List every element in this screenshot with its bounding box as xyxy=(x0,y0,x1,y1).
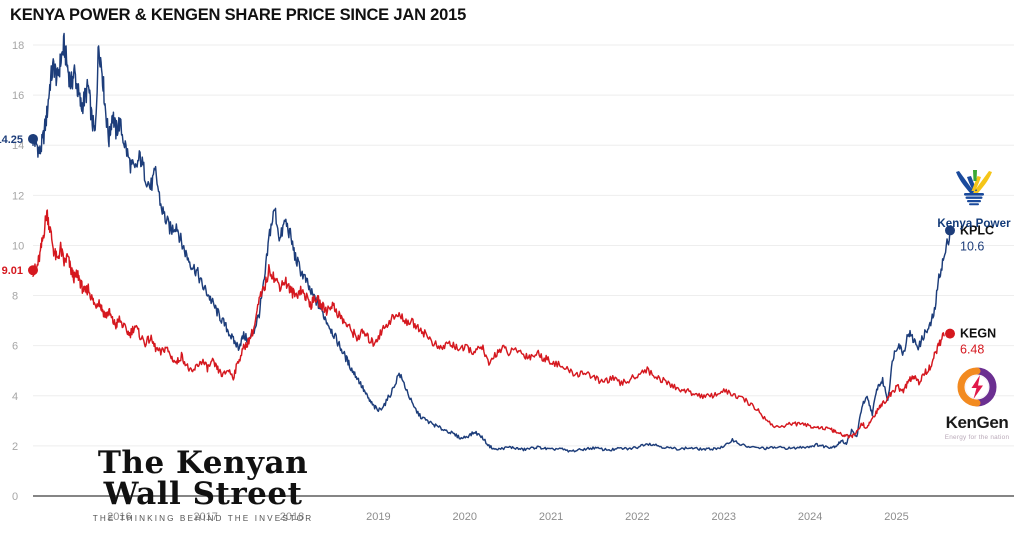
kegn-end-name-label: KEGN xyxy=(960,327,996,341)
kengen-logo-label: KenGen xyxy=(945,413,1009,432)
x-axis-tick-label: 2024 xyxy=(798,511,822,523)
y-axis-tick-label: 8 xyxy=(12,291,18,303)
page-title: KENYA POWER & KENGEN SHARE PRICE SINCE J… xyxy=(10,6,467,24)
kplc-end-value-label: 10.6 xyxy=(960,239,984,253)
x-axis-tick-label: 2016 xyxy=(107,511,131,523)
kegn-start-value-label: 9.01 xyxy=(2,265,23,277)
kplc-start-value-label: 14.25 xyxy=(0,134,23,146)
y-axis-tick-label: 14 xyxy=(12,140,24,152)
x-axis-tick-label: 2025 xyxy=(884,511,908,523)
y-axis-tick-label: 18 xyxy=(12,40,24,52)
x-axis-tick-label: 2023 xyxy=(712,511,736,523)
kplc-end-name-label: KPLC xyxy=(960,223,994,237)
y-axis-tick-label: 16 xyxy=(12,90,24,102)
end-marker-kegn xyxy=(945,328,955,339)
y-axis-tick-label: 4 xyxy=(12,391,18,403)
kengen-logo: KenGen Energy for the nation xyxy=(930,367,1024,441)
kegn-end-value-label: 6.48 xyxy=(960,343,984,357)
y-axis-tick-label: 6 xyxy=(12,341,18,353)
x-axis-tick-label: 2017 xyxy=(193,511,217,523)
y-axis-tick-label: 12 xyxy=(12,190,24,202)
x-axis-tick-label: 2022 xyxy=(625,511,649,523)
y-axis-tick-label: 0 xyxy=(12,491,18,503)
kenya-power-logo: Kenya Power xyxy=(926,168,1022,230)
end-marker-kplc xyxy=(945,225,955,236)
start-marker-kegn xyxy=(28,265,38,276)
series-line-kegn xyxy=(32,209,945,439)
kengen-logo-tagline: Energy for the nation xyxy=(944,434,1010,441)
x-axis-tick-label: 2020 xyxy=(452,511,476,523)
kenya-power-torch-icon xyxy=(956,170,992,206)
y-axis-tick-label: 10 xyxy=(12,240,24,252)
series-line-kplc xyxy=(32,32,951,453)
kenya-power-logo-label: Kenya Power xyxy=(937,218,1011,230)
y-axis-tick-label: 2 xyxy=(12,441,18,453)
x-axis-tick-label: 2021 xyxy=(539,511,563,523)
kengen-circle-bolt-icon xyxy=(957,367,997,407)
x-axis-tick-label: 2018 xyxy=(280,511,304,523)
start-marker-kplc xyxy=(28,133,38,144)
x-axis-tick-label: 2019 xyxy=(366,511,390,523)
